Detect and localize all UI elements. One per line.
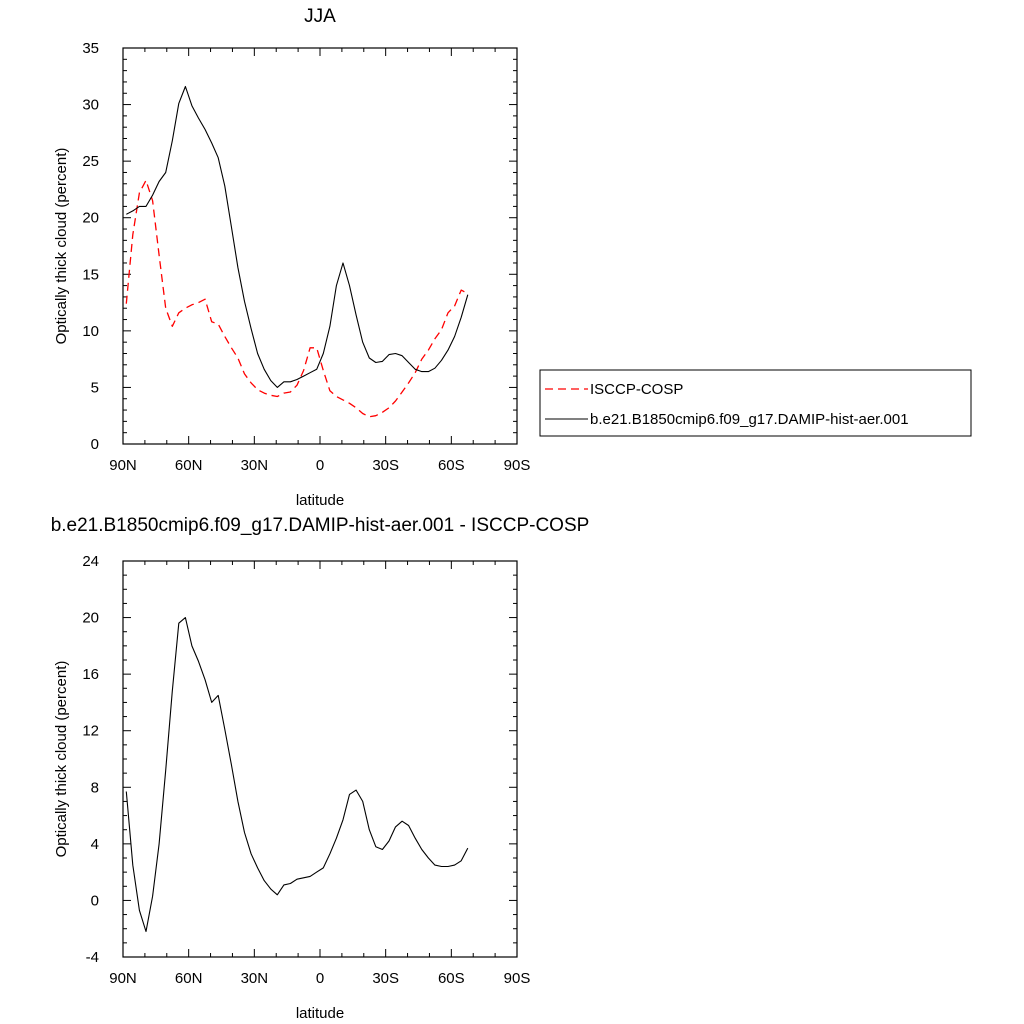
x-tick-label: 0	[316, 970, 324, 987]
y-tick-label: 12	[82, 723, 99, 740]
x-tick-label: 30S	[372, 457, 399, 474]
y-tick-label: 20	[82, 610, 99, 627]
panel-2-title: b.e21.B1850cmip6.f09_g17.DAMIP-hist-aer.…	[51, 515, 590, 536]
x-tick-label: 30N	[241, 970, 269, 987]
y-tick-label: 16	[82, 666, 99, 683]
y-tick-label: 15	[82, 266, 99, 283]
y-tick-label: 0	[91, 436, 99, 453]
panel-1-plot-frame	[122, 47, 518, 445]
y-tick-label: 4	[91, 836, 99, 853]
y-tick-label: 20	[82, 210, 99, 227]
panel-2-series	[125, 617, 469, 933]
y-tick-label: 10	[82, 323, 99, 340]
x-tick-label: 90S	[504, 970, 531, 987]
x-tick-label: 30S	[372, 970, 399, 987]
panel-2-ylabel: Optically thick cloud (percent)	[53, 661, 70, 858]
y-tick-label: 25	[82, 153, 99, 170]
x-tick-label: 60S	[438, 457, 465, 474]
panel-1-xlabel: latitude	[296, 492, 344, 509]
series-line-1-0	[125, 617, 469, 933]
x-tick-label: 30N	[241, 457, 269, 474]
legend-label-isccp-cosp: ISCCP-COSP	[590, 381, 683, 398]
panel-2-tick-labels: 90N 60N 30N 0 30S 60S 90S -4 0 4 8 12 16 20 24	[82, 553, 530, 987]
panel-1-jja-chart: JJA latitude Optically thick cloud (perc…	[53, 6, 530, 509]
legend: ISCCP-COSP b.e21.B1850cmip6.f09_g17.DAMI…	[539, 369, 972, 437]
panel-1-ylabel: Optically thick cloud (percent)	[53, 148, 70, 345]
x-tick-label: 90N	[109, 970, 137, 987]
legend-frame	[539, 369, 972, 437]
panel-1-ticks	[122, 47, 518, 445]
panel-2-xlabel: latitude	[296, 1005, 344, 1022]
x-tick-label: 60N	[175, 457, 203, 474]
legend-label-model: b.e21.B1850cmip6.f09_g17.DAMIP-hist-aer.…	[590, 411, 909, 428]
y-tick-label: 8	[91, 779, 99, 796]
panel-2-difference-chart: b.e21.B1850cmip6.f09_g17.DAMIP-hist-aer.…	[51, 515, 590, 1022]
y-tick-label: 30	[82, 97, 99, 114]
series-line-0-1	[126, 85, 469, 388]
panel-1-tick-labels: 90N 60N 30N 0 30S 60S 90S 0 5 10 15 20 25 30 35	[82, 40, 530, 474]
panel-1-series	[125, 85, 469, 418]
y-tick-label: 0	[91, 892, 99, 909]
y-tick-label: 35	[82, 40, 99, 57]
y-tick-label: -4	[86, 949, 99, 966]
panel-2-ticks	[122, 560, 518, 958]
y-tick-label: 5	[91, 379, 99, 396]
panel-2-plot-frame	[122, 560, 518, 958]
panel-1-title: JJA	[304, 6, 336, 27]
x-tick-label: 60N	[175, 970, 203, 987]
x-tick-label: 90S	[504, 457, 531, 474]
series-line-0-0	[125, 179, 469, 418]
x-tick-label: 60S	[438, 970, 465, 987]
y-tick-label: 24	[82, 553, 99, 570]
x-tick-label: 0	[316, 457, 324, 474]
x-tick-label: 90N	[109, 457, 137, 474]
